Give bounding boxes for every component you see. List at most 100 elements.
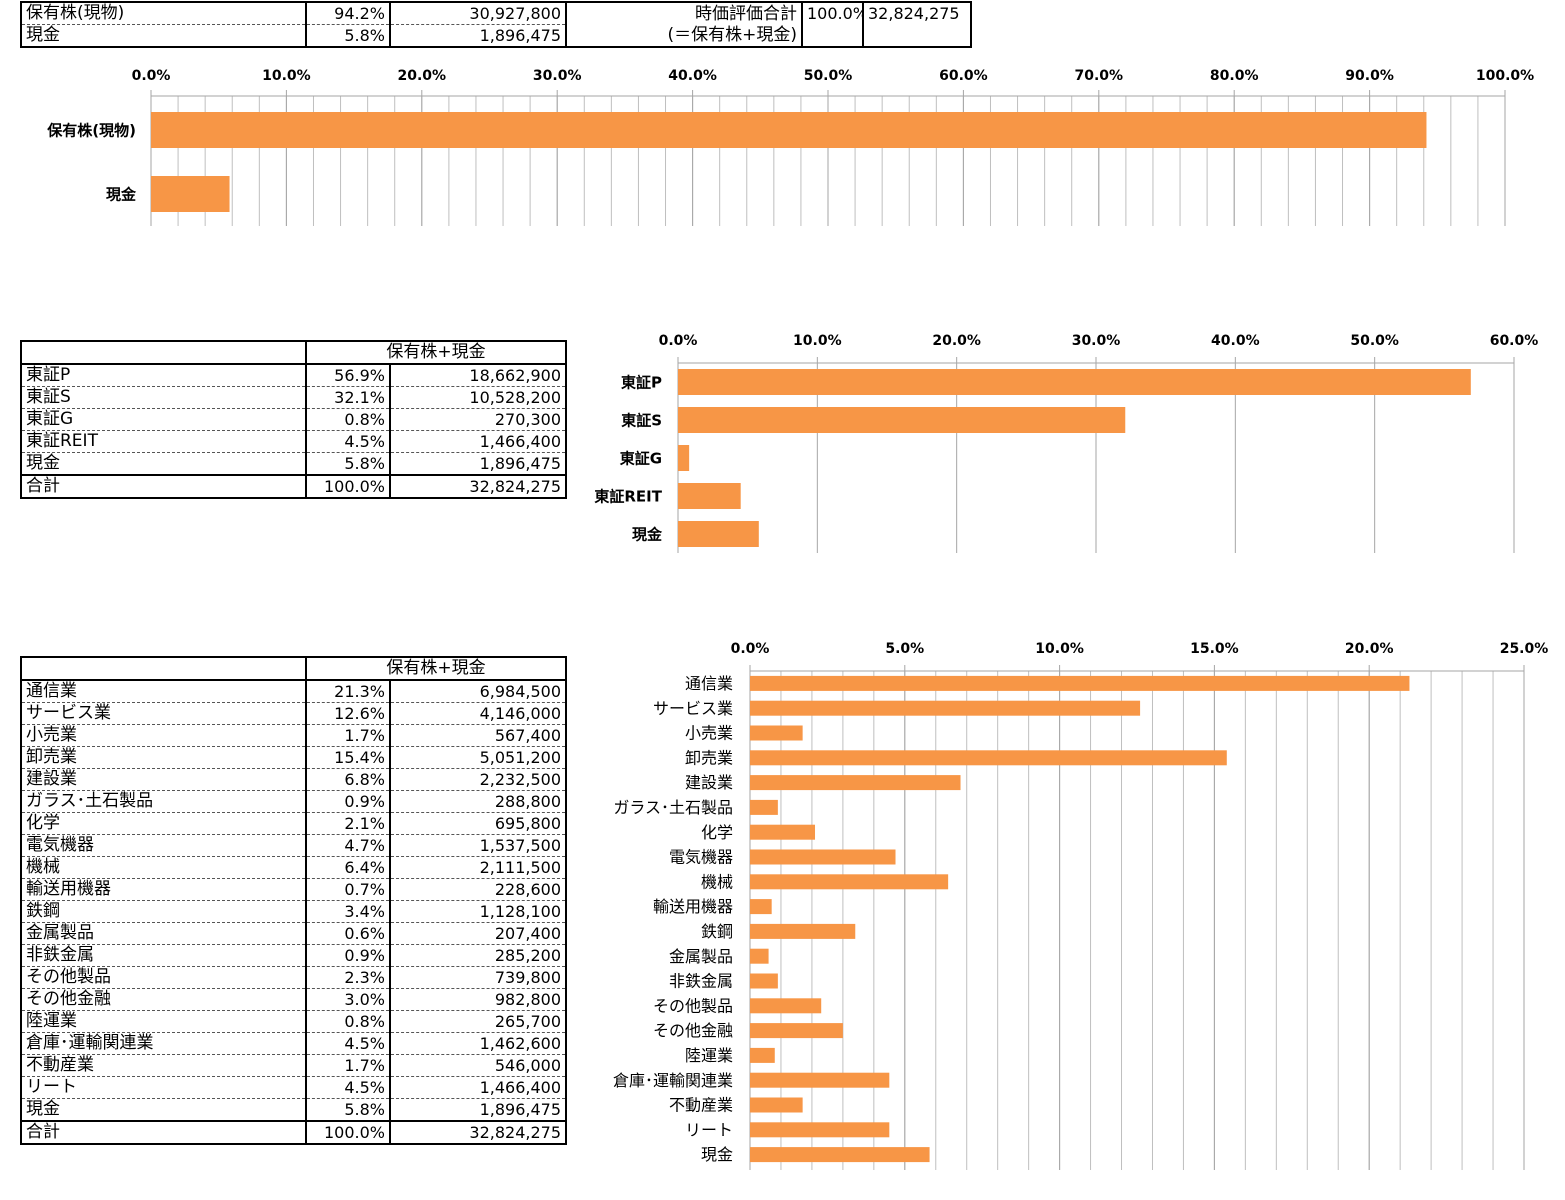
tick-label: 10.0% xyxy=(262,68,311,84)
summary-total-label-1: 時価評価合計 xyxy=(565,1,803,25)
summary-value-stocks: 30,927,800 xyxy=(389,1,567,25)
table-row: 倉庫･運輸関連業 4.5% 1,462,600 xyxy=(20,1032,567,1055)
market-header-row: 保有株+現金 xyxy=(20,340,567,365)
summary-total-label-2: (＝保有株+現金) xyxy=(565,24,803,48)
cell-pct: 12.6% xyxy=(305,702,391,725)
cell-label: 不動産業 xyxy=(20,1054,307,1077)
table-row: 金属製品 0.6% 207,400 xyxy=(20,922,567,945)
bar xyxy=(678,445,690,471)
tick-label: 20.0% xyxy=(932,333,981,349)
total-label: 合計 xyxy=(20,474,307,499)
category-label: リート xyxy=(685,1120,733,1139)
cell-pct: 1.7% xyxy=(305,1054,391,1077)
tick-label: 25.0% xyxy=(1500,641,1549,657)
sector-header: 保有株+現金 xyxy=(305,656,567,681)
tick-label: 60.0% xyxy=(939,68,988,84)
total-pct: 100.0% xyxy=(305,474,391,499)
table-row: 化学 2.1% 695,800 xyxy=(20,812,567,835)
cell-pct: 32.1% xyxy=(305,386,391,409)
cell-value: 546,000 xyxy=(389,1054,567,1077)
summary-label-stocks: 保有株(現物) xyxy=(20,1,307,25)
summary-total-pct: 100.0% xyxy=(801,1,864,48)
tick-label: 10.0% xyxy=(793,333,842,349)
bar xyxy=(750,1147,930,1163)
bar xyxy=(151,112,1427,148)
market-table: 保有株+現金 東証P 56.9% 18,662,900 東証S 32.1% 10,528,… xyxy=(20,340,567,499)
bar xyxy=(750,1072,890,1088)
category-label: 卸売業 xyxy=(685,748,733,767)
tick-label: 30.0% xyxy=(1072,333,1121,349)
bar xyxy=(750,700,1141,716)
cell-pct: 0.9% xyxy=(305,944,391,967)
category-label: 金属製品 xyxy=(669,947,733,966)
category-label: サービス業 xyxy=(653,699,733,718)
cell-label: 化学 xyxy=(20,812,307,835)
cell-label: 卸売業 xyxy=(20,746,307,769)
cell-value: 270,300 xyxy=(389,408,567,431)
cell-value: 265,700 xyxy=(389,1010,567,1033)
cell-pct: 56.9% xyxy=(305,364,391,387)
category-label: 機械 xyxy=(701,872,733,891)
cell-label: 電気機器 xyxy=(20,834,307,857)
cell-value: 5,051,200 xyxy=(389,746,567,769)
category-label: その他製品 xyxy=(653,996,733,1015)
bar xyxy=(750,899,772,915)
cell-value: 4,146,000 xyxy=(389,702,567,725)
cell-pct: 5.8% xyxy=(305,452,391,476)
category-label: 保有株(現物) xyxy=(46,121,136,139)
cell-label: 陸運業 xyxy=(20,1010,307,1033)
table-row: 機械 6.4% 2,111,500 xyxy=(20,856,567,879)
cell-value: 739,800 xyxy=(389,966,567,989)
tick-label: 90.0% xyxy=(1345,68,1394,84)
category-label: 建設業 xyxy=(685,773,733,792)
table-row: 非鉄金属 0.9% 285,200 xyxy=(20,944,567,967)
cell-label: 非鉄金属 xyxy=(20,944,307,967)
cell-pct: 6.8% xyxy=(305,768,391,791)
category-label: 現金 xyxy=(701,1145,733,1164)
bar xyxy=(750,948,769,964)
tick-label: 100.0% xyxy=(1476,68,1534,84)
cell-value: 567,400 xyxy=(389,724,567,747)
table-row: その他製品 2.3% 739,800 xyxy=(20,966,567,989)
table-row: 東証S 32.1% 10,528,200 xyxy=(20,386,567,409)
tick-label: 5.0% xyxy=(885,641,924,657)
cell-label: 東証REIT xyxy=(20,430,307,453)
cell-pct: 15.4% xyxy=(305,746,391,769)
cell-value: 2,232,500 xyxy=(389,768,567,791)
summary-row-stocks: 保有株(現物) 94.2% 30,927,800 時価評価合計 100.0% 3… xyxy=(20,1,972,48)
cell-pct: 0.9% xyxy=(305,790,391,813)
table-row: 鉄鋼 3.4% 1,128,100 xyxy=(20,900,567,923)
cell-label: 機械 xyxy=(20,856,307,879)
category-label: 東証REIT xyxy=(594,487,662,505)
cell-value: 18,662,900 xyxy=(389,364,567,387)
bar xyxy=(750,824,816,840)
cell-pct: 5.8% xyxy=(305,1098,391,1122)
cell-value: 207,400 xyxy=(389,922,567,945)
cell-pct: 2.1% xyxy=(305,812,391,835)
summary-pct-stocks: 94.2% xyxy=(305,1,391,25)
cell-value: 695,800 xyxy=(389,812,567,835)
cell-value: 1,128,100 xyxy=(389,900,567,923)
table-row: 輸送用機器 0.7% 228,600 xyxy=(20,878,567,901)
cell-pct: 3.0% xyxy=(305,988,391,1011)
total-row: 合計 100.0% 32,824,275 xyxy=(20,474,567,499)
table-row: サービス業 12.6% 4,146,000 xyxy=(20,702,567,725)
cell-label: 小売業 xyxy=(20,724,307,747)
cell-value: 1,466,400 xyxy=(389,430,567,453)
summary-row-cash: 現金 5.8% 1,896,475 (＝保有株+現金) xyxy=(20,24,971,48)
tick-label: 0.0% xyxy=(659,333,698,349)
bar xyxy=(750,775,961,791)
bar xyxy=(750,998,822,1014)
cell-label: 東証S xyxy=(20,386,307,409)
cell-label: 東証G xyxy=(20,408,307,431)
summary-total-value: 32,824,275 xyxy=(862,1,972,48)
sector-header-row: 保有株+現金 xyxy=(20,656,567,681)
bar xyxy=(750,1122,890,1138)
bar xyxy=(750,973,778,989)
tick-label: 15.0% xyxy=(1190,641,1239,657)
total-value: 32,824,275 xyxy=(389,1120,567,1145)
cell-value: 6,984,500 xyxy=(389,680,567,703)
tick-label: 50.0% xyxy=(1350,333,1399,349)
tick-label: 70.0% xyxy=(1075,68,1124,84)
table-row: 東証REIT 4.5% 1,466,400 xyxy=(20,430,567,453)
